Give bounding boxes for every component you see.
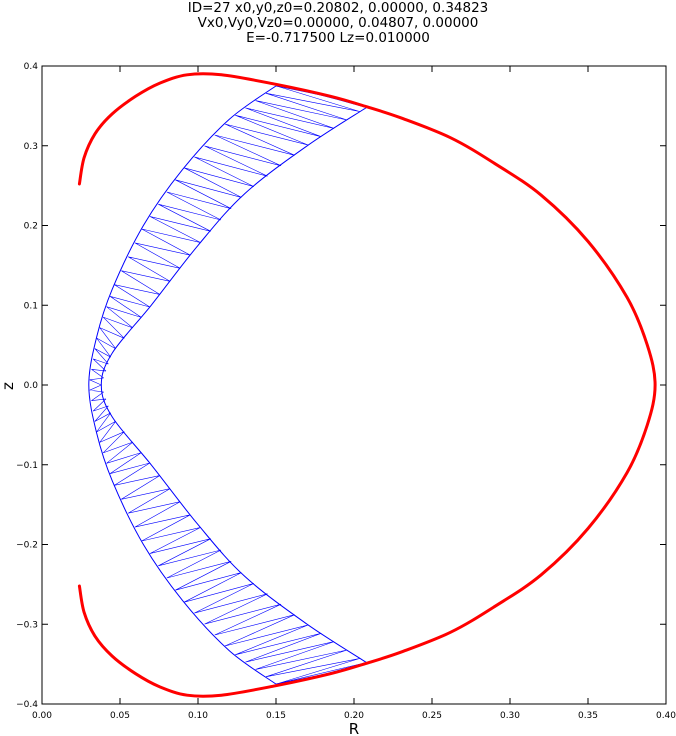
y-axis-label: z xyxy=(0,382,17,390)
x-axis: 0.00 0.05 0.10 0.15 0.20 0.25 0.30 0.35 0.40 xyxy=(32,66,676,721)
y-tick-label: 0.0 xyxy=(24,381,39,391)
plot-frame xyxy=(41,65,667,705)
x-tick-label: 0.25 xyxy=(422,711,442,721)
zero-velocity-series xyxy=(77,72,657,698)
orbit-inner-edge xyxy=(100,107,367,663)
y-tick-label: −0.2 xyxy=(16,541,38,551)
y-tick-label: 0.2 xyxy=(24,222,38,232)
y-tick-label: −0.3 xyxy=(16,620,38,630)
y-tick-label: −0.1 xyxy=(16,461,38,471)
x-tick-label: 0.20 xyxy=(344,711,364,721)
x-tick-label: 0.35 xyxy=(578,711,598,721)
x-tick-label: 0.05 xyxy=(110,711,130,721)
zero-velocity-curve xyxy=(77,72,657,698)
x-tick-label: 0.15 xyxy=(266,711,286,721)
x-tick-label: 0.40 xyxy=(656,711,676,721)
chart-title-line-1: ID=27 x0,y0,z0=0.20802, 0.00000, 0.34823 xyxy=(188,0,489,16)
orbit-outer-edge xyxy=(88,85,277,685)
x-tick-label: 0.10 xyxy=(188,711,208,721)
y-tick-label: 0.4 xyxy=(24,62,39,72)
chart-title-line-2: Vx0,Vy0,Vz0=0.00000, 0.04807, 0.00000 xyxy=(198,15,479,31)
chart-title-line-3: E=-0.717500 Lz=0.010000 xyxy=(246,30,430,46)
orbit-series xyxy=(88,85,367,685)
y-axis: 0.4 0.3 0.2 0.1 0.0 −0.1 −0.2 −0.3 −0.4 xyxy=(16,62,666,710)
y-tick-label: 0.1 xyxy=(24,301,38,311)
y-tick-label: −0.4 xyxy=(16,700,38,710)
x-tick-label: 0.00 xyxy=(32,711,52,721)
orbit-trajectory xyxy=(89,85,367,685)
x-axis-label: R xyxy=(349,720,359,736)
y-tick-label: 0.3 xyxy=(24,142,38,152)
x-tick-label: 0.30 xyxy=(500,711,520,721)
